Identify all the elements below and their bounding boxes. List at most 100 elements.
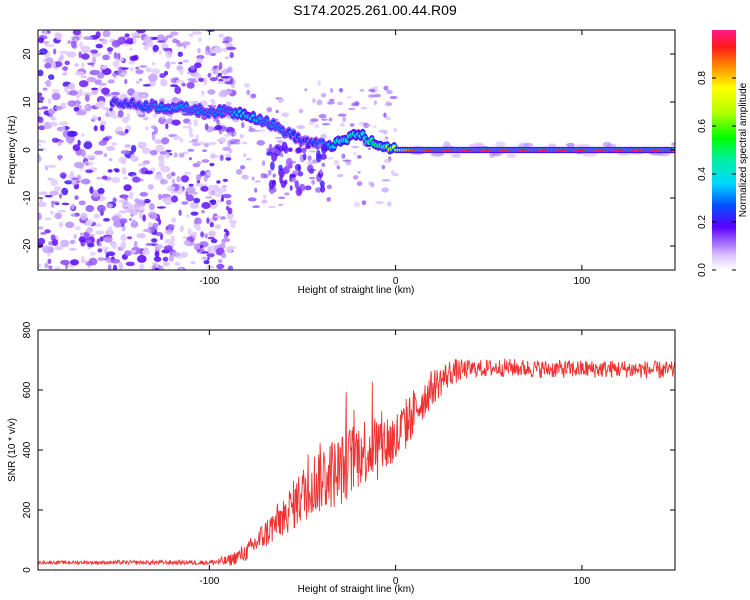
spectrogram-noise-blob [78,51,82,59]
spectrogram-noise-blob [182,125,192,129]
spectrogram-noise-blob [133,240,138,249]
spectrogram-noise-blob [218,33,225,39]
spectrogram-noise-blob [43,30,48,37]
spectrogram-tail-blob [297,164,302,173]
spectrogram-noise-blob [38,125,46,131]
spectrogram-noise-blob [121,167,127,175]
spectrogram-tail-blob [299,142,303,149]
spectrogram-noise-blob [139,192,148,197]
spectrogram-noise-blob [74,63,80,67]
spectrogram-noise-blob [112,264,118,270]
spectrogram-noise-blob [256,140,266,146]
spectrogram-noise-blob [575,143,591,148]
spectrogram-noise-blob [284,192,290,196]
spectrogram-noise-blob [77,139,81,146]
spectrogram-noise-blob [152,44,159,52]
spectrogram-noise-blob [38,143,42,147]
spectrogram-noise-blob [196,223,201,230]
spectrogram-noise-blob [119,210,126,214]
spectrogram-noise-blob [190,211,199,216]
spectrogram-noise-blob [89,186,94,194]
spectrogram-y-tick-label: 0 [22,147,33,153]
colorbar-tick-label: 0.2 [697,215,708,229]
spectrogram-noise-blob [96,204,106,213]
spectrogram-noise-blob [321,123,331,126]
spectrogram-noise-blob [198,77,205,82]
spectrogram-noise-blob [78,88,84,97]
spectrogram-noise-blob [383,85,389,91]
spectrogram-noise-blob [151,133,156,141]
spectrogram-noise-blob [43,41,50,44]
spectrogram-noise-blob [67,83,74,89]
spectrogram-noise-blob [121,43,130,46]
spectrogram-y-tick-label: -20 [22,238,33,253]
spectrogram-noise-blob [39,197,43,203]
spectrogram-noise-blob [83,36,94,40]
spectrogram-noise-blob [261,199,268,204]
spectrogram-noise-blob [120,241,127,250]
spectrogram-noise-blob [261,160,266,167]
spectrogram-noise-blob [352,175,359,180]
spectrogram-noise-blob [356,181,363,187]
spectrogram-noise-blob [139,178,144,182]
figure-title: S174.2025.261.00.44.R09 [293,2,457,18]
spectrogram-tail-blob [270,161,275,171]
spectrogram-noise-blob [57,209,67,213]
spectrogram-noise-blob [78,236,86,243]
spectrogram-noise-blob [83,104,89,109]
spectrogram-noise-blob [107,52,113,55]
spectrogram-noise-blob [50,116,57,121]
spectrogram-tail-blob [291,177,297,183]
spectrogram-noise-blob [321,92,327,98]
spectrogram-noise-blob [217,72,222,77]
spectrogram-noise-blob [184,171,192,175]
spectrogram-noise-blob [279,152,284,158]
spectrogram-noise-blob [150,82,156,86]
spectrogram-x-tick-label: 100 [574,276,591,287]
spectrogram-noise-blob [200,90,205,96]
spectrogram-noise-blob [182,236,188,239]
colorbar-ticks: 0.0 0.2 0.4 0.6 0.8 [697,71,736,277]
spectrogram-noise-blob [69,239,76,245]
spectrogram-noise-blob [153,256,162,262]
spectrogram-noise-blob [210,238,218,244]
spectrogram-noise-blob [95,230,105,235]
spectrogram-noise-blob [187,71,191,75]
spectrogram-noise-blob [118,66,122,74]
spectrogram-noise-blob [387,201,392,207]
spectrogram-noise-blob [333,159,340,166]
spectrogram-noise-blob [194,217,202,225]
spectrogram-noise-blob [251,176,255,181]
spectrogram-noise-blob [346,96,352,99]
spectrogram-noise-blob [160,165,171,173]
spectrogram-noise-blob [205,196,213,199]
spectrogram-tail-blob [266,151,273,156]
spectrogram-noise-blob [116,126,123,132]
spectrogram-noise-blob [277,196,286,199]
spectrogram-noise-blob [222,89,233,95]
spectrogram-noise-blob [120,234,127,242]
spectrogram-noise-blob [120,150,131,155]
spectrogram-noise-blob [327,101,335,105]
spectrogram-noise-blob [230,141,236,145]
spectrogram-tail-blob [321,162,326,167]
spectrogram-noise-blob [171,251,181,257]
spectrogram-noise-blob [106,251,116,257]
spectrogram-noise-blob [80,212,88,221]
spectrogram-noise-blob [199,141,206,146]
spectrogram-noise-blob [201,251,210,254]
spectrogram-noise-blob [54,266,61,270]
spectrogram-noise-blob [93,213,100,219]
spectrogram-noise-blob [61,125,66,132]
spectrogram-noise-blob [342,116,347,122]
spectrogram-noise-blob [64,60,70,66]
spectrogram-noise-blob [310,118,319,122]
spectrogram-noise-blob [222,40,230,44]
spectrogram-noise-blob [124,33,130,38]
spectrogram-noise-blob [312,98,316,104]
spectrogram-noise-blob [143,198,151,204]
spectrogram-noise-blob [193,119,198,127]
spectrogram-noise-blob [83,92,92,97]
spectrogram-noise-blob [129,47,133,51]
spectrogram-noise-blob [345,160,352,166]
